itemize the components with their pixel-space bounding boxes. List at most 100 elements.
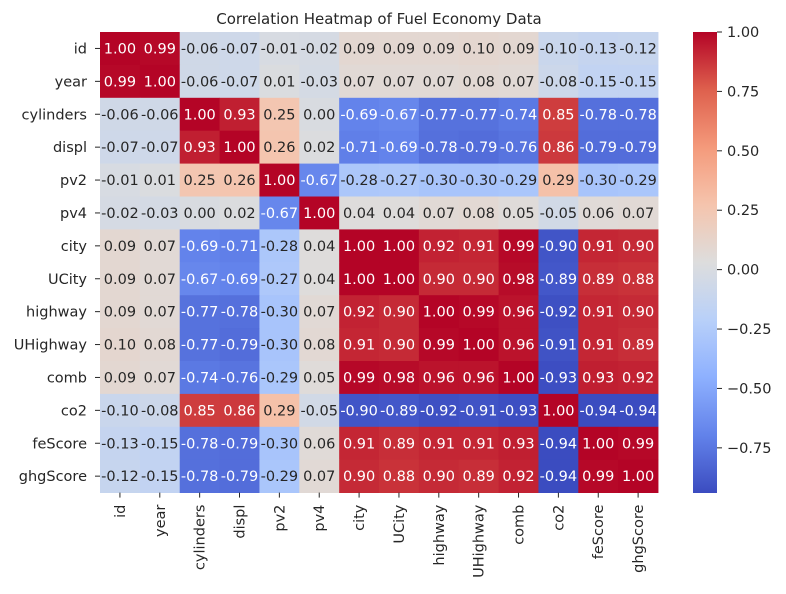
cell-value-label: 0.99 [343, 370, 375, 386]
heatmap-cell [498, 64, 539, 99]
heatmap-cell [618, 262, 659, 296]
cell-value-label: 1.00 [144, 74, 176, 90]
heatmap-cell [139, 426, 181, 461]
heatmap-cell [139, 32, 181, 66]
x-tick-label: cylinders [193, 505, 209, 570]
heatmap-cell [418, 361, 460, 395]
heatmap-cell [578, 328, 619, 362]
cell-value-label: 0.91 [463, 239, 495, 255]
y-tick-label: pv2 [60, 173, 87, 189]
cell-value-label: 0.09 [104, 305, 136, 321]
cell-value-label: -0.06 [141, 107, 179, 123]
heatmap-cell [458, 130, 499, 164]
heatmap-cell [139, 64, 181, 99]
cell-value-label: -0.03 [141, 206, 179, 222]
heatmap-cell [538, 393, 579, 428]
heatmap-cell [618, 328, 659, 362]
heatmap-cell [618, 97, 659, 132]
cell-value-label: 0.07 [383, 74, 415, 90]
y-tick-label: UHighway [14, 338, 88, 354]
cell-value-label: 0.26 [263, 140, 295, 156]
heatmap-cell [179, 130, 220, 164]
heatmap-cell [339, 393, 380, 428]
cell-value-label: -0.10 [101, 403, 139, 419]
heatmap-cell [538, 196, 579, 230]
heatmap-cell [259, 97, 300, 132]
heatmap-cell [139, 229, 181, 263]
cell-value-label: 0.09 [104, 370, 136, 386]
cell-value-label: 0.99 [144, 41, 176, 57]
heatmap-cell [379, 97, 420, 132]
cell-value-label: 1.00 [184, 107, 216, 123]
cell-value-label: 1.00 [383, 272, 415, 288]
x-tick-label: city [352, 504, 368, 531]
heatmap-cell [578, 196, 619, 230]
heatmap-cell [339, 32, 380, 66]
cell-value-label: 0.01 [144, 173, 176, 189]
heatmap-cell [339, 196, 380, 230]
cell-value-label: 0.07 [622, 206, 654, 222]
heatmap-cell [458, 295, 499, 329]
heatmap-cell [100, 295, 141, 329]
cell-value-label: 0.29 [263, 403, 295, 419]
y-tick-label: cylinders [22, 107, 87, 123]
heatmap-cell [618, 32, 659, 66]
cell-value-label: 0.89 [463, 469, 495, 485]
cell-value-label: 0.04 [343, 206, 375, 222]
heatmap-cell [139, 262, 181, 296]
heatmap-cell [259, 64, 300, 99]
heatmap-cell [498, 262, 539, 296]
heatmap-cell [100, 426, 141, 461]
heatmap-cell [259, 328, 300, 362]
cell-value-label: 0.96 [463, 370, 495, 386]
x-tick-label: id [113, 505, 129, 518]
heatmap-cell [498, 97, 539, 132]
heatmap-cell [418, 196, 460, 230]
cell-value-label: 0.26 [223, 173, 255, 189]
cell-value-label: -0.30 [579, 173, 617, 189]
cell-value-label: -0.77 [460, 107, 498, 123]
heatmap-cell [418, 32, 460, 66]
cell-value-label: -0.89 [540, 272, 578, 288]
cell-value-label: 0.91 [582, 305, 614, 321]
heatmap-cell [100, 196, 141, 230]
cell-value-label: 0.90 [383, 338, 415, 354]
heatmap-cell [538, 130, 579, 164]
cell-value-label: -0.05 [540, 206, 578, 222]
cell-value-label: -0.29 [261, 469, 299, 485]
cell-value-label: 0.07 [144, 305, 176, 321]
cell-value-label: -0.92 [540, 305, 578, 321]
heatmap-cell [299, 262, 340, 296]
heatmap-cell [100, 97, 141, 132]
cell-value-label: 1.00 [104, 41, 136, 57]
heatmap-cell [379, 328, 420, 362]
heatmap-cell [379, 32, 420, 66]
colorbar-tick-label: 0.50 [727, 144, 759, 160]
heatmap-cell [458, 426, 499, 461]
cell-value-label: 0.07 [303, 469, 335, 485]
heatmap-cell [339, 295, 380, 329]
cell-value-label: -0.91 [460, 403, 498, 419]
cell-value-label: -0.78 [420, 140, 458, 156]
cell-value-label: -0.93 [500, 403, 538, 419]
heatmap-cell [259, 262, 300, 296]
heatmap-cell [418, 328, 460, 362]
cell-value-label: 0.08 [463, 206, 495, 222]
heatmap-cell [618, 64, 659, 99]
cell-value-label: -0.67 [181, 272, 219, 288]
heatmap-cell [458, 459, 499, 493]
cell-value-label: -0.67 [300, 173, 338, 189]
cell-value-label: -0.06 [181, 74, 219, 90]
cell-value-label: 0.29 [542, 173, 574, 189]
cell-value-label: -0.90 [540, 239, 578, 255]
cell-value-label: -0.07 [101, 140, 139, 156]
cell-value-label: 1.00 [343, 272, 375, 288]
cell-value-label: -0.78 [181, 436, 219, 452]
cell-value-label: -0.78 [579, 107, 617, 123]
cell-value-label: 1.00 [383, 239, 415, 255]
cell-value-label: -0.29 [261, 370, 299, 386]
cell-value-label: -0.07 [221, 41, 259, 57]
heatmap-cell [100, 229, 141, 263]
cell-value-label: -0.30 [420, 173, 458, 189]
heatmap-cell [498, 130, 539, 164]
